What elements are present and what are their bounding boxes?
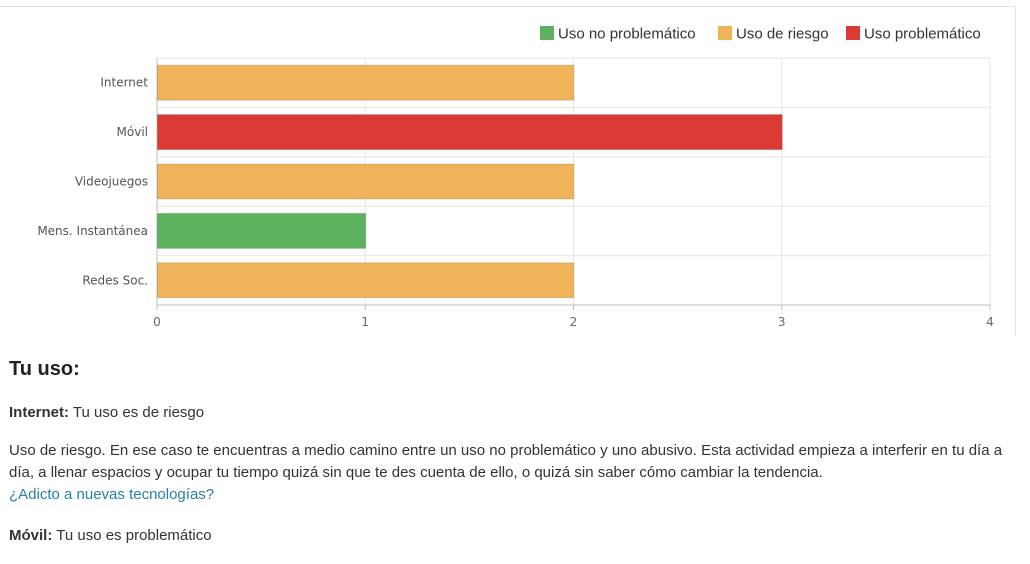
x-tick-label: 2 <box>570 315 578 329</box>
category-label: Videojuegos <box>75 175 148 189</box>
category-label: Redes Soc. <box>82 273 148 287</box>
chart-legend: Uso no problemático Uso de riesgo Uso prob… <box>540 26 981 43</box>
chart-bars <box>157 64 783 299</box>
result-internet-name: Internet: <box>9 404 69 421</box>
bar[interactable] <box>157 212 367 249</box>
panel-right-border <box>1015 6 1016 336</box>
category-label: Mens. Instantánea <box>37 224 148 238</box>
legend-label[interactable]: Uso de riesgo <box>736 26 829 43</box>
addicted-link[interactable]: ¿Adicto a nuevas tecnologías? <box>9 486 215 503</box>
result-internet: Internet: Tu uso es de riesgo <box>9 402 204 423</box>
x-tick-label: 3 <box>778 315 786 329</box>
legend-label[interactable]: Uso problemático <box>864 26 981 43</box>
legend-swatch <box>846 26 860 40</box>
legend-label[interactable]: Uso no problemático <box>558 26 696 43</box>
result-internet-description-block: Uso de riesgo. En ese caso te encuentras… <box>9 440 1004 506</box>
result-internet-value: Tu uso es de riesgo <box>72 404 205 421</box>
legend-swatch <box>718 26 732 40</box>
chart-category-labels: Internet Móvil Videojuegos Mens. Instantáne… <box>37 76 148 288</box>
result-movil: Móvil: Tu uso es problemático <box>9 525 212 546</box>
x-tick-label: 0 <box>153 315 161 329</box>
x-tick-label: 4 <box>986 315 994 329</box>
result-internet-description: Uso de riesgo. En ese caso te encuentras… <box>9 442 1003 481</box>
category-label: Internet <box>100 76 148 90</box>
x-tick-label: 1 <box>361 315 369 329</box>
results-title: Tu uso: <box>9 358 80 380</box>
legend-swatch <box>540 26 554 40</box>
chart-x-ticks: 0 1 2 3 4 <box>153 305 994 329</box>
panel-top-border <box>0 6 1016 7</box>
bar[interactable] <box>157 262 575 299</box>
bar[interactable] <box>157 114 783 151</box>
bar[interactable] <box>157 163 575 200</box>
usage-chart: Uso no problemático Uso de riesgo Uso prob… <box>37 26 994 330</box>
usage-bar-chart: Uso no problemático Uso de riesgo Uso prob… <box>37 26 994 330</box>
result-movil-name: Móvil: <box>9 527 53 544</box>
category-label: Móvil <box>117 125 148 139</box>
bar[interactable] <box>157 64 575 101</box>
result-movil-value: Tu uso es problemático <box>56 527 212 544</box>
